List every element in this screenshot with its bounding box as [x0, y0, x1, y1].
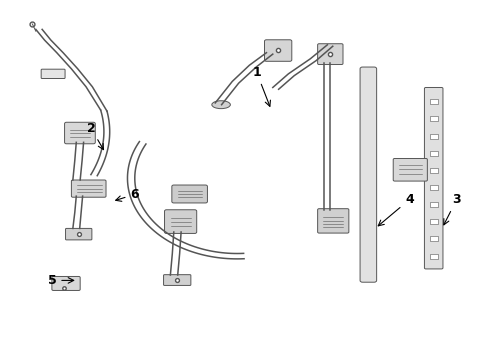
Bar: [429, 253, 437, 258]
Bar: [429, 219, 437, 224]
Bar: [429, 99, 437, 104]
Text: 2: 2: [86, 122, 103, 150]
Text: 3: 3: [443, 193, 460, 225]
Bar: [429, 116, 437, 121]
Bar: [429, 134, 437, 139]
Text: 1: 1: [252, 66, 270, 106]
FancyBboxPatch shape: [359, 67, 376, 282]
FancyBboxPatch shape: [164, 210, 196, 233]
FancyBboxPatch shape: [65, 228, 92, 240]
Bar: [429, 185, 437, 190]
Text: 4: 4: [378, 193, 413, 226]
Ellipse shape: [211, 101, 230, 109]
Bar: [429, 151, 437, 156]
Bar: [429, 168, 437, 173]
Text: 6: 6: [116, 188, 139, 201]
FancyBboxPatch shape: [264, 40, 291, 61]
FancyBboxPatch shape: [392, 158, 427, 181]
Text: 5: 5: [47, 274, 74, 287]
FancyBboxPatch shape: [52, 276, 80, 291]
FancyBboxPatch shape: [64, 122, 95, 144]
FancyBboxPatch shape: [163, 275, 190, 285]
FancyBboxPatch shape: [41, 69, 65, 78]
FancyBboxPatch shape: [424, 87, 442, 269]
Bar: [429, 202, 437, 207]
FancyBboxPatch shape: [317, 44, 342, 64]
FancyBboxPatch shape: [171, 185, 207, 203]
FancyBboxPatch shape: [317, 209, 348, 233]
FancyBboxPatch shape: [71, 180, 106, 197]
Bar: [429, 237, 437, 242]
